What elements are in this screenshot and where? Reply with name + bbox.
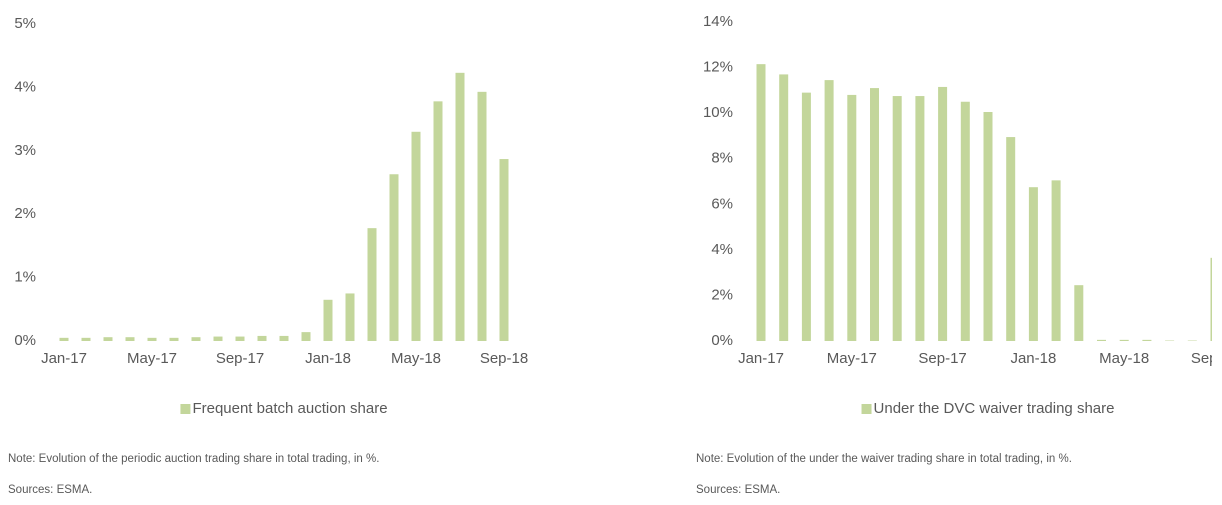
bar bbox=[125, 337, 135, 341]
x-tick-label: Sep-17 bbox=[918, 350, 966, 367]
legend-swatch bbox=[861, 404, 872, 414]
y-tick-label: 12% bbox=[703, 59, 733, 76]
x-tick-label: Sep-18 bbox=[480, 350, 528, 367]
bar bbox=[103, 337, 113, 341]
x-tick-label: May-18 bbox=[391, 350, 441, 367]
bar bbox=[191, 337, 201, 341]
chart: Jan-17 May-17 Sep-17 Jan-18 May-18 Sep-18 bbox=[41, 72, 528, 367]
x-tick-label: Sep-18 bbox=[1191, 350, 1222, 367]
bar bbox=[257, 335, 267, 341]
bar bbox=[1210, 257, 1212, 341]
y-tick-label: 0% bbox=[14, 332, 36, 349]
bar bbox=[301, 332, 311, 341]
bar bbox=[779, 74, 789, 342]
y-tick-label: 2% bbox=[14, 205, 36, 222]
bar bbox=[411, 131, 421, 341]
y-tick-label: 2% bbox=[711, 286, 733, 303]
y-tick-label: 6% bbox=[711, 195, 733, 212]
bar bbox=[433, 101, 443, 342]
bar bbox=[870, 88, 879, 341]
y-tick-label: 5% bbox=[14, 15, 36, 32]
bar bbox=[169, 337, 179, 341]
x-tick-label: Jan-17 bbox=[41, 350, 87, 367]
bar bbox=[960, 101, 970, 341]
bar bbox=[147, 337, 157, 341]
bar bbox=[213, 336, 223, 341]
bar bbox=[499, 159, 509, 341]
bar bbox=[279, 335, 289, 341]
bar bbox=[801, 92, 811, 341]
bar bbox=[824, 80, 834, 341]
x-tick-label: Jan-18 bbox=[1010, 350, 1056, 367]
source: Sources: ESMA. bbox=[8, 484, 93, 496]
bar bbox=[1097, 339, 1106, 341]
note: Note: Evolution of the under the waiver … bbox=[696, 453, 1072, 465]
bar bbox=[938, 86, 948, 341]
x-tick-label: May-17 bbox=[827, 350, 877, 367]
legend-label: Under the DVC waiver trading share bbox=[874, 400, 1115, 417]
y-tick-label: 4% bbox=[711, 241, 733, 258]
bar bbox=[389, 174, 399, 341]
bar bbox=[1074, 285, 1084, 341]
bar bbox=[915, 96, 925, 341]
bar bbox=[1119, 339, 1129, 341]
y-tick-label: 8% bbox=[711, 150, 733, 167]
y-tick-label: 10% bbox=[703, 104, 733, 121]
bar bbox=[367, 228, 377, 341]
chart: Jan-17 May-17 Sep-17 Jan-18 May-18 Sep-18 bbox=[738, 64, 1222, 367]
x-tick-label: Jan-17 bbox=[738, 350, 784, 367]
legend-swatch bbox=[180, 404, 191, 414]
bar bbox=[892, 96, 902, 341]
bar bbox=[59, 337, 69, 341]
x-tick-label: May-18 bbox=[1099, 350, 1149, 367]
x-tick-label: Jan-18 bbox=[305, 350, 351, 367]
bar bbox=[756, 64, 766, 342]
bar bbox=[81, 337, 91, 341]
bar bbox=[323, 299, 333, 341]
bar bbox=[477, 91, 487, 341]
bar bbox=[345, 293, 355, 341]
bar bbox=[847, 94, 857, 342]
x-tick-label: Sep-17 bbox=[216, 350, 264, 367]
bar bbox=[1006, 137, 1016, 341]
y-tick-label: 14% bbox=[703, 13, 733, 30]
x-tick-label: May-17 bbox=[127, 350, 177, 367]
legend-label: Frequent batch auction share bbox=[192, 400, 387, 417]
bar bbox=[1051, 180, 1061, 341]
bar bbox=[235, 336, 245, 341]
y-tick-label: 0% bbox=[711, 332, 733, 349]
source: Sources: ESMA. bbox=[696, 484, 781, 496]
y-tick-label: 4% bbox=[14, 78, 36, 95]
bar bbox=[1142, 339, 1152, 341]
note: Note: Evolution of the periodic auction … bbox=[8, 453, 380, 465]
y-tick-label: 1% bbox=[14, 269, 36, 286]
bar bbox=[1028, 187, 1038, 341]
bar bbox=[983, 112, 993, 341]
bar bbox=[455, 72, 465, 342]
y-tick-label: 3% bbox=[14, 142, 36, 159]
